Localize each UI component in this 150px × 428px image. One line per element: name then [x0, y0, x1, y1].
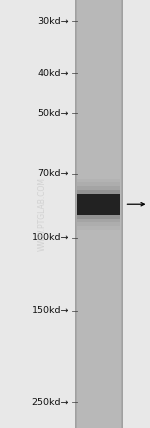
Bar [75, 0, 77, 428]
Text: 30kd→: 30kd→ [37, 17, 69, 26]
Text: 150kd→: 150kd→ [32, 306, 69, 315]
Text: 50kd→: 50kd→ [38, 109, 69, 118]
Bar [75, 0, 123, 428]
Bar [76, 193, 120, 215]
Text: 100kd→: 100kd→ [32, 233, 69, 242]
Bar [122, 0, 123, 428]
Text: 70kd→: 70kd→ [38, 169, 69, 178]
Bar [76, 186, 120, 223]
Bar [76, 182, 120, 226]
Bar [76, 178, 120, 230]
Text: 250kd→: 250kd→ [32, 398, 69, 407]
Bar [121, 0, 123, 428]
Text: 40kd→: 40kd→ [38, 68, 69, 77]
Bar [76, 190, 120, 219]
Text: WWW.PTGLAB.COM: WWW.PTGLAB.COM [38, 177, 46, 251]
Bar [75, 0, 76, 428]
